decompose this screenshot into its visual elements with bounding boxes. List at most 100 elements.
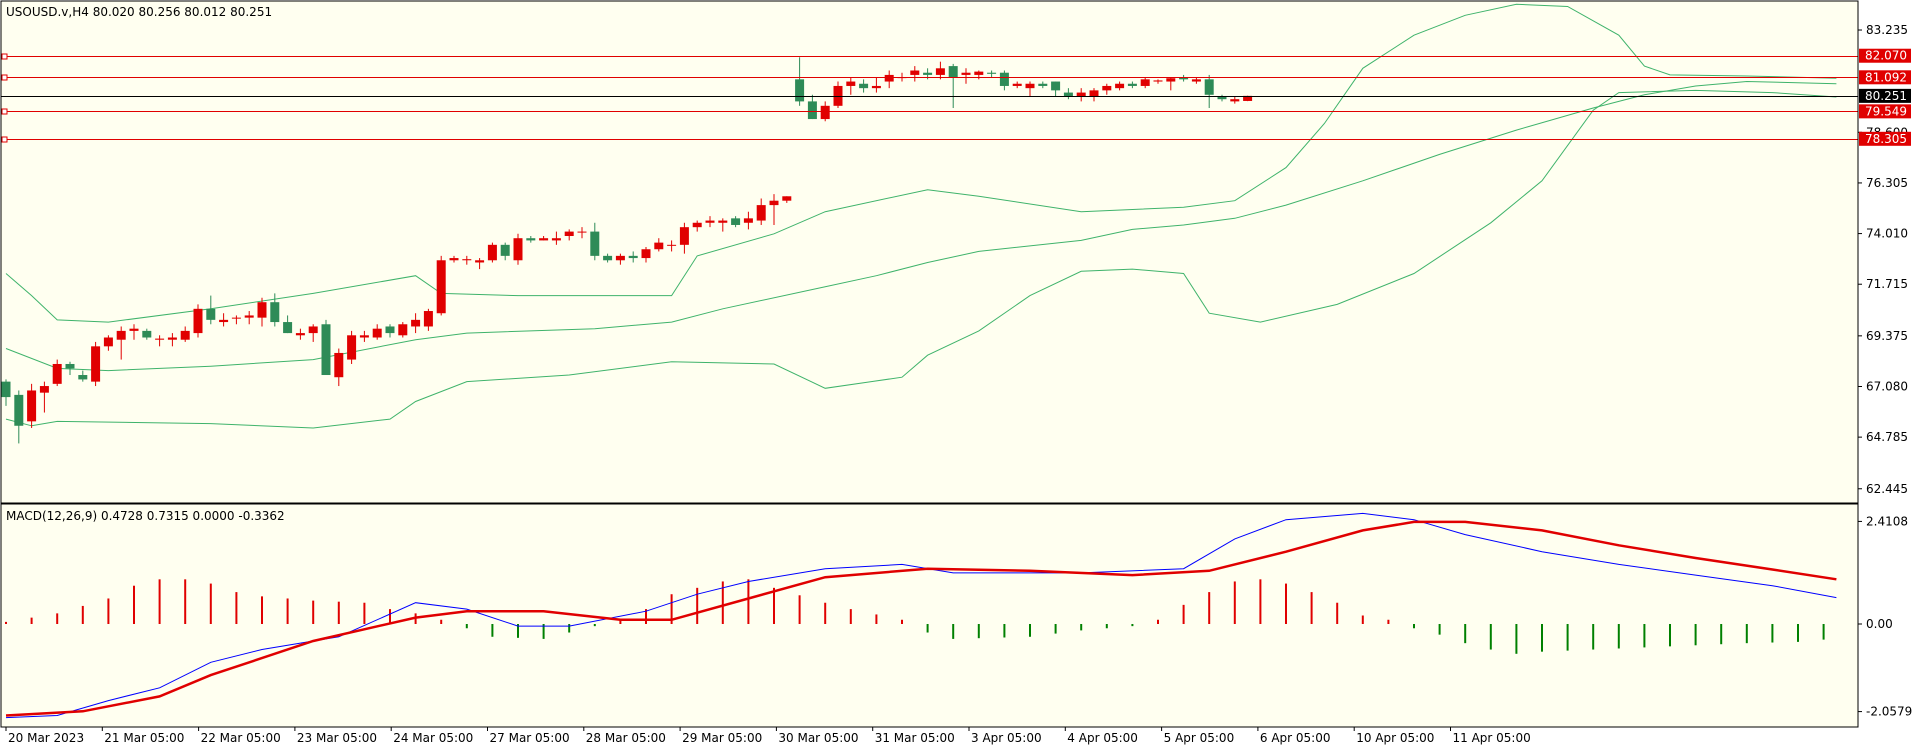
- level-price-label: 82.070: [1865, 49, 1907, 63]
- time-tick-label: 3 Apr 05:00: [971, 731, 1042, 745]
- candle-body: [52, 363, 62, 384]
- candle-body: [359, 335, 369, 338]
- symbol-info: USOUSD.v,H4 80.020 80.256 80.012 80.251: [6, 5, 272, 19]
- candle-body: [385, 326, 395, 334]
- time-tick-label: 22 Mar 05:00: [201, 731, 281, 745]
- candle-body: [513, 238, 523, 261]
- candle-body: [603, 255, 613, 261]
- candle-body: [1102, 85, 1112, 91]
- candle-body: [923, 72, 933, 75]
- candle-body: [641, 249, 651, 259]
- time-tick-label: 23 Mar 05:00: [297, 731, 377, 745]
- price-panel[interactable]: [1, 1, 1858, 503]
- candle-body: [1115, 83, 1125, 89]
- level-price-tag: [1859, 104, 1911, 119]
- candle-body: [475, 260, 485, 263]
- candle-body: [1, 381, 11, 398]
- level-anchor: [1, 74, 8, 81]
- candle-body: [769, 200, 779, 206]
- horizontal-levels[interactable]: [1, 53, 1858, 143]
- candle-body: [462, 259, 472, 261]
- macd-info: MACD(12,26,9) 0.4728 0.7315 0.0000 -0.33…: [6, 509, 285, 523]
- candle-body: [718, 220, 728, 223]
- candle-body: [884, 74, 894, 82]
- macd-panel[interactable]: [1, 504, 1858, 727]
- candle-body: [91, 346, 101, 382]
- candle-body: [1140, 79, 1150, 86]
- candle-body: [807, 101, 817, 120]
- candle-body: [859, 83, 869, 89]
- candlestick-series: [1, 57, 1253, 444]
- macd-axis[interactable]: 2.4108 0.00 -2.0579: [1858, 514, 1912, 719]
- macd-tick-label: 2.4108: [1866, 514, 1908, 528]
- candle-body: [244, 315, 254, 318]
- price-axis[interactable]: 83.23578.60076.30574.01071.71569.37567.0…: [1858, 23, 1911, 496]
- candle-body: [820, 105, 830, 120]
- candle-body: [756, 205, 766, 221]
- candle-body: [411, 319, 421, 327]
- candle-body: [539, 238, 549, 241]
- candle-body: [1204, 79, 1214, 95]
- level-price-label: 81.092: [1865, 70, 1907, 84]
- candle-body: [65, 363, 75, 369]
- candle-body: [436, 260, 446, 314]
- level-price-tag: [1859, 48, 1911, 63]
- candle-body: [155, 338, 165, 340]
- candle-body: [833, 85, 843, 106]
- time-tick-label: 24 Mar 05:00: [393, 731, 473, 745]
- candle-body: [142, 330, 152, 338]
- candle-body: [692, 222, 702, 228]
- candle-body: [795, 79, 805, 102]
- candle-body: [423, 311, 433, 327]
- level-price-label: 79.549: [1865, 104, 1907, 118]
- candle-body: [347, 335, 357, 360]
- candle-body: [551, 238, 561, 241]
- level-anchor: [1, 108, 8, 115]
- candle-body: [1153, 80, 1163, 82]
- time-tick-label: 27 Mar 05:00: [490, 731, 570, 745]
- candle-body: [961, 72, 971, 75]
- price-tick-label: 69.375: [1866, 329, 1908, 343]
- candle-body: [1076, 92, 1086, 97]
- bb-upper-line: [5, 3, 1837, 323]
- candle-body: [1051, 81, 1061, 91]
- last-price-tag: [1859, 88, 1911, 103]
- time-tick-label: 30 Mar 05:00: [778, 731, 858, 745]
- candle-body: [1166, 78, 1176, 82]
- candle-body: [654, 242, 664, 250]
- time-tick-label: 29 Mar 05:00: [682, 731, 762, 745]
- candle-body: [679, 227, 689, 245]
- candle-body: [116, 330, 126, 340]
- candle-body: [1191, 79, 1201, 82]
- candle-body: [14, 394, 24, 426]
- time-axis[interactable]: 20 Mar 2023 21 Mar 05:00 22 Mar 05:00 23 Ma…: [5, 727, 1531, 745]
- time-tick-label: 4 Apr 05:00: [1067, 731, 1138, 745]
- price-tick-label: 83.235: [1866, 23, 1908, 37]
- candle-body: [231, 317, 241, 319]
- price-tick-label: 67.080: [1866, 379, 1908, 393]
- candle-body: [270, 302, 280, 323]
- macd-tick-label: 0.00: [1866, 617, 1893, 631]
- candle-body: [398, 324, 408, 336]
- candle-body: [180, 330, 190, 340]
- candle-body: [987, 72, 997, 74]
- candle-body: [628, 255, 638, 259]
- candle-body: [743, 218, 753, 223]
- macd-signal-line: [5, 520, 1837, 717]
- macd-tick-label: -2.0579: [1866, 705, 1912, 719]
- candle-body: [167, 337, 177, 340]
- time-tick-label: 31 Mar 05:00: [875, 731, 955, 745]
- candle-body: [782, 196, 792, 201]
- candle-body: [487, 244, 497, 261]
- candle-body: [935, 68, 945, 75]
- time-tick-label: 28 Mar 05:00: [586, 731, 666, 745]
- level-price-label: 78.305: [1865, 132, 1907, 146]
- candle-body: [1063, 92, 1073, 97]
- bb-lower-line: [5, 89, 1837, 429]
- candle-body: [615, 255, 625, 261]
- candle-body: [449, 258, 459, 261]
- candle-body: [219, 319, 229, 323]
- macd-panel-frame: [0, 503, 1859, 728]
